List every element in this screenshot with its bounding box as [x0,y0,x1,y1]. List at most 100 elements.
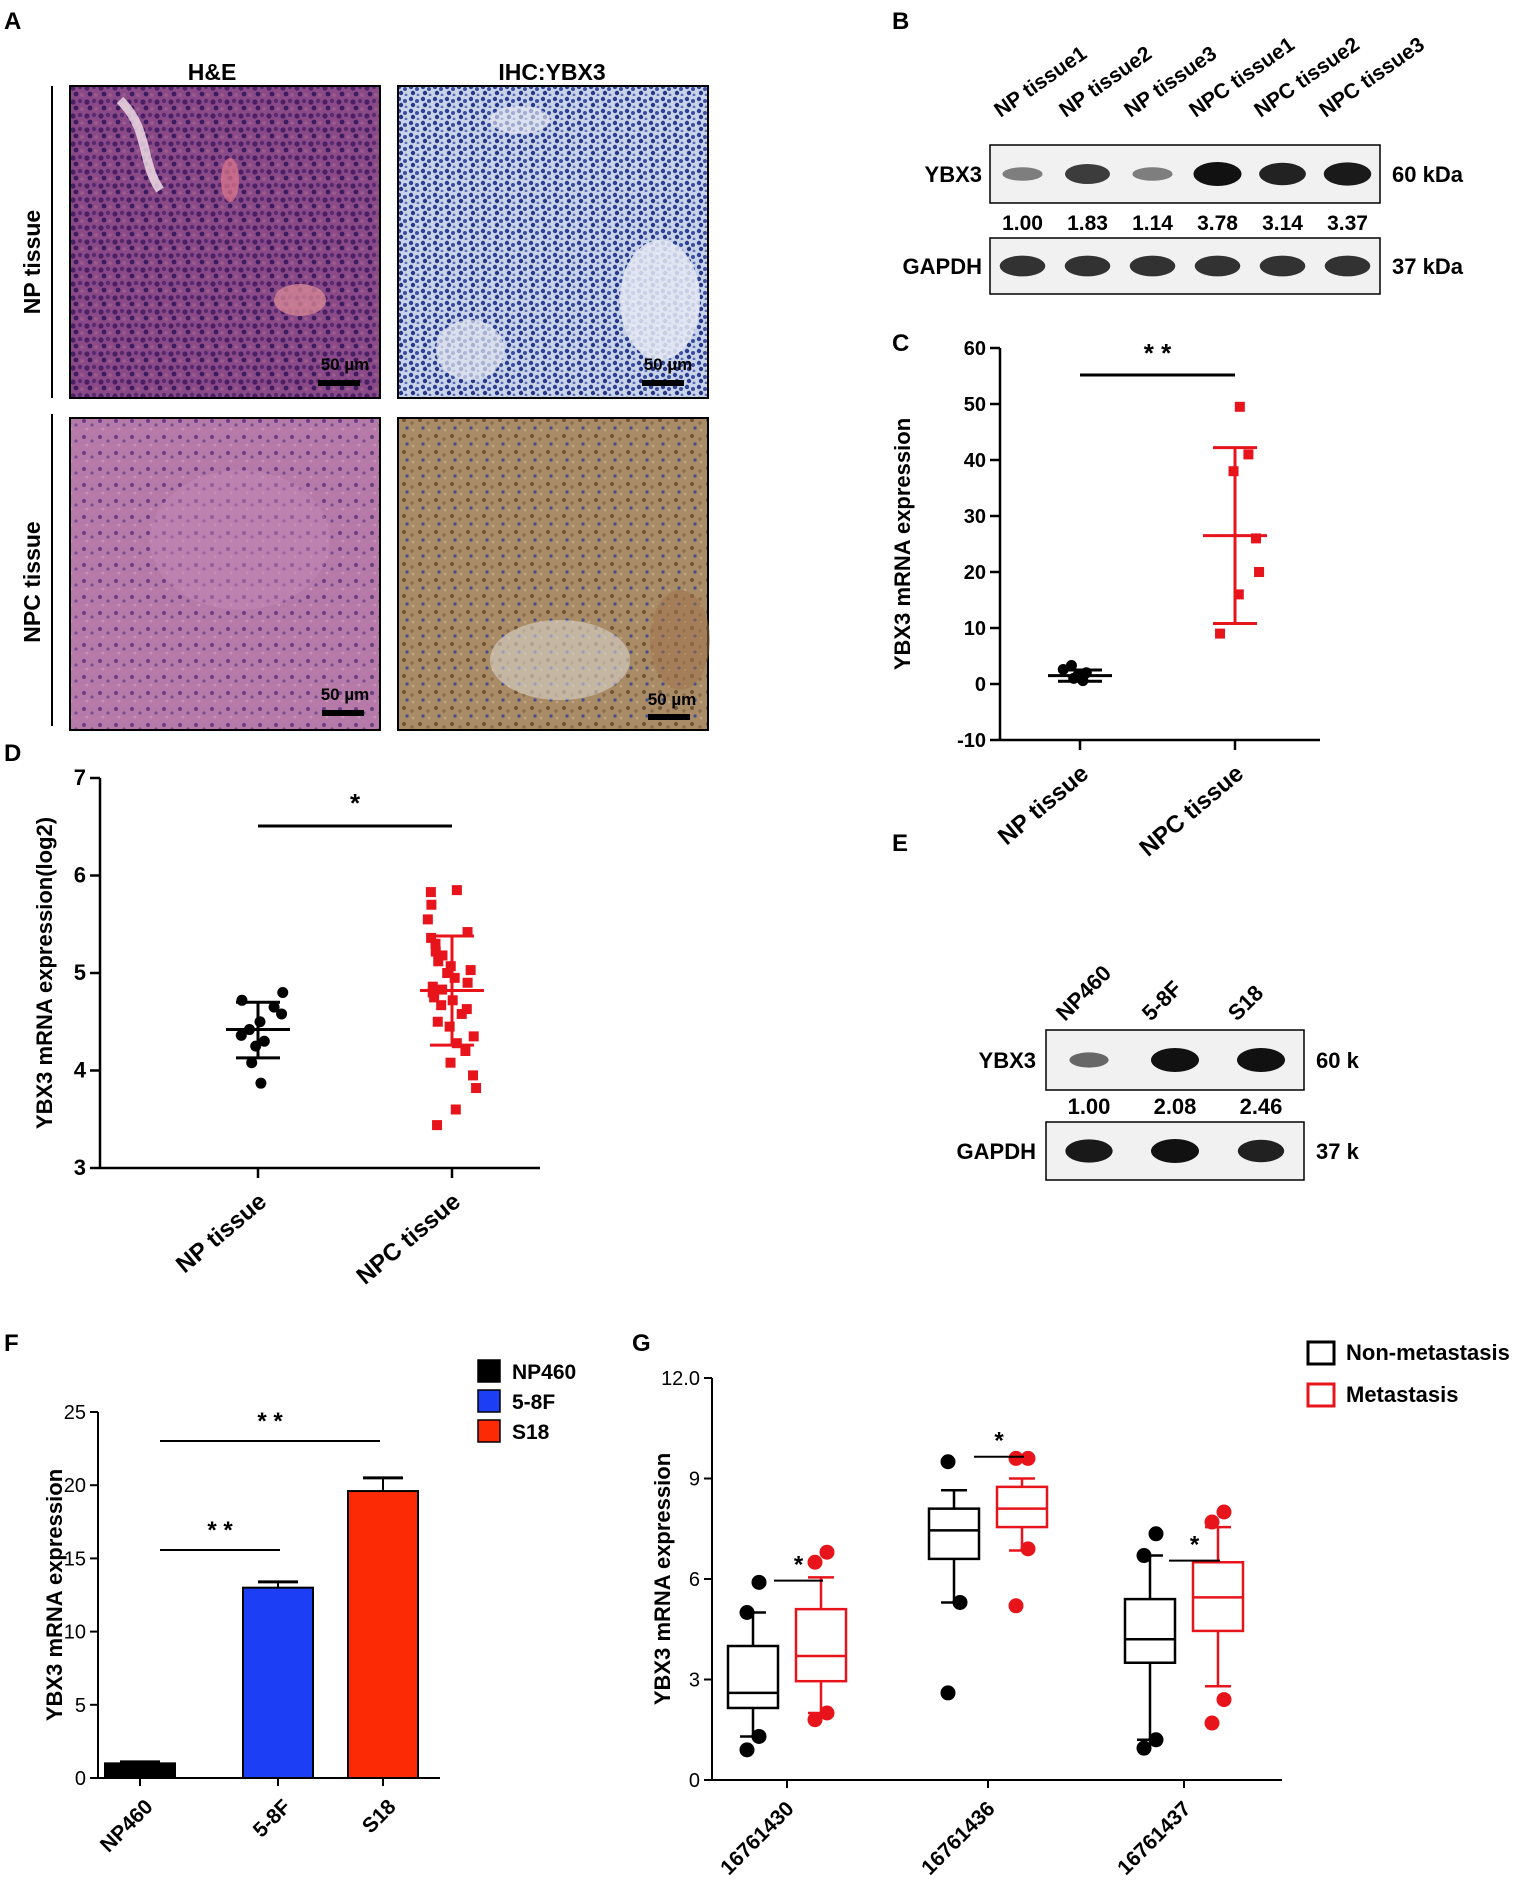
outlier-point [1020,1541,1036,1557]
legend-label: 5-8F [512,1391,555,1414]
svg-text:50 µm: 50 µm [644,355,693,374]
data-point [468,1031,479,1042]
data-point [427,987,438,998]
outlier-point [807,1554,823,1570]
panel-c-scatter: -10 0 10 20 30 40 50 60 YBX3 mRNA expression NP t… [890,338,1320,860]
scale-bar-1: 50 µm [318,355,369,386]
panel-label-a: A [4,8,22,35]
outlier-point [739,1605,755,1620]
y-tick-label: 0 [689,1770,700,1792]
data-point [436,1000,447,1011]
quant-label: 3.78 [1197,212,1238,235]
data-point [430,946,441,957]
quant-label: 2.46 [1240,1094,1283,1119]
x-tick-label: NP460 [96,1795,158,1857]
outlier-point [751,1574,767,1590]
outlier-point [1020,1450,1036,1466]
data-point [444,1021,455,1032]
x-tick-label: 5-8F [249,1795,296,1842]
data-point [433,956,444,967]
y-tick-label: 6 [689,1569,700,1591]
panel-label-c: C [892,330,910,357]
lane-label: NP460 [1051,960,1116,1025]
significance-label: * [350,788,361,818]
x-tick-label: 16761436 [917,1797,999,1879]
quant-label: 1.00 [1068,1094,1111,1119]
panel-label-e: E [892,830,909,857]
data-point [1080,667,1092,679]
bar [104,1762,176,1779]
significance-label: * [1190,1532,1200,1559]
protein-label: YBX3 [979,1048,1036,1073]
data-point [1254,567,1265,577]
blot-band [1151,1048,1199,1072]
data-point [1243,449,1254,460]
panel-d-scatter: 3 4 5 6 7 YBX3 mRNA expression(log2) NP tissue… [32,765,540,1290]
blot-band [1002,167,1043,181]
col-label-he: H&E [188,59,237,85]
quant-label: 3.37 [1327,212,1368,235]
legend-label: Non-metastasis [1346,1340,1510,1365]
data-point [465,965,476,976]
data-point [250,1040,262,1052]
outlier-point [952,1594,968,1610]
data-point [432,1016,443,1027]
blot-band [1259,162,1306,186]
scale-bar-4: 50 µm [648,690,697,720]
data-point [236,994,248,1006]
size-label: 60 kDa [1392,162,1464,187]
y-tick-label: 40 [964,450,986,472]
y-tick-label: 5 [75,1695,86,1717]
scale-bar-3: 50 µm [321,685,369,716]
legend-swatch [1306,1382,1336,1408]
panel-e-western-blot: NP460 5-8F S18 YBX3 60 kDa GAPDH 37 kDa 1.00 2.0… [957,960,1360,1181]
outlier-point [1204,1514,1220,1530]
x-tick-label: NPC tissue [1134,760,1248,860]
box [794,1607,848,1683]
y-tick-label: 9 [689,1469,700,1491]
data-point [447,995,458,1006]
data-point [1057,663,1069,675]
data-point [442,968,453,978]
blot-band [1151,1139,1199,1163]
y-axis-title: YBX3 mRNA expression(log2) [32,817,57,1129]
x-tick-label: NPC tissue [351,1188,465,1290]
data-point [255,1077,267,1089]
outlier-point [1136,1740,1152,1756]
y-tick-label: -10 [957,730,986,752]
blot-band [1193,162,1242,186]
outlier-point [1204,1715,1220,1731]
data-point [268,1001,280,1013]
legend-swatch [477,1389,501,1413]
y-tick-label: 60 [964,338,986,360]
row-label-npc: NPC tissue [19,521,45,642]
data-point [462,927,473,938]
lane-label: 5-8F [1137,976,1187,1026]
data-point [461,1004,472,1015]
data-point [1065,660,1077,672]
panel-label-f: F [4,1330,19,1357]
y-tick-label: 0 [975,674,986,696]
panel-a-histology: H&E IHC:YBX3 NP tissue NPC tissue 50 µm … [19,59,710,731]
outlier-point [739,1742,755,1758]
panel-f-bar-chart: 0 5 10 15 20 25 YBX3 mRNA expression NP460 5-8F S… [42,1359,576,1857]
data-point [432,1120,443,1131]
box [995,1485,1049,1529]
data-point [445,961,456,972]
outlier-point [1216,1504,1232,1520]
legend-swatch [477,1359,501,1383]
svg-text:50 µm: 50 µm [648,690,697,709]
outlier-point [1136,1548,1152,1564]
data-point [254,1016,266,1028]
data-point [243,1024,255,1036]
blot-band [1065,1139,1113,1163]
data-point [437,950,448,961]
outlier-point [1008,1598,1024,1614]
data-point [1251,533,1262,544]
y-tick-label: 6 [74,863,86,888]
data-point [1234,401,1245,412]
quant-label: 2.08 [1154,1094,1197,1119]
y-axis-title: YBX3 mRNA expression [650,1453,675,1705]
blot-band [1069,1052,1109,1068]
lane-label: S18 [1223,980,1268,1025]
